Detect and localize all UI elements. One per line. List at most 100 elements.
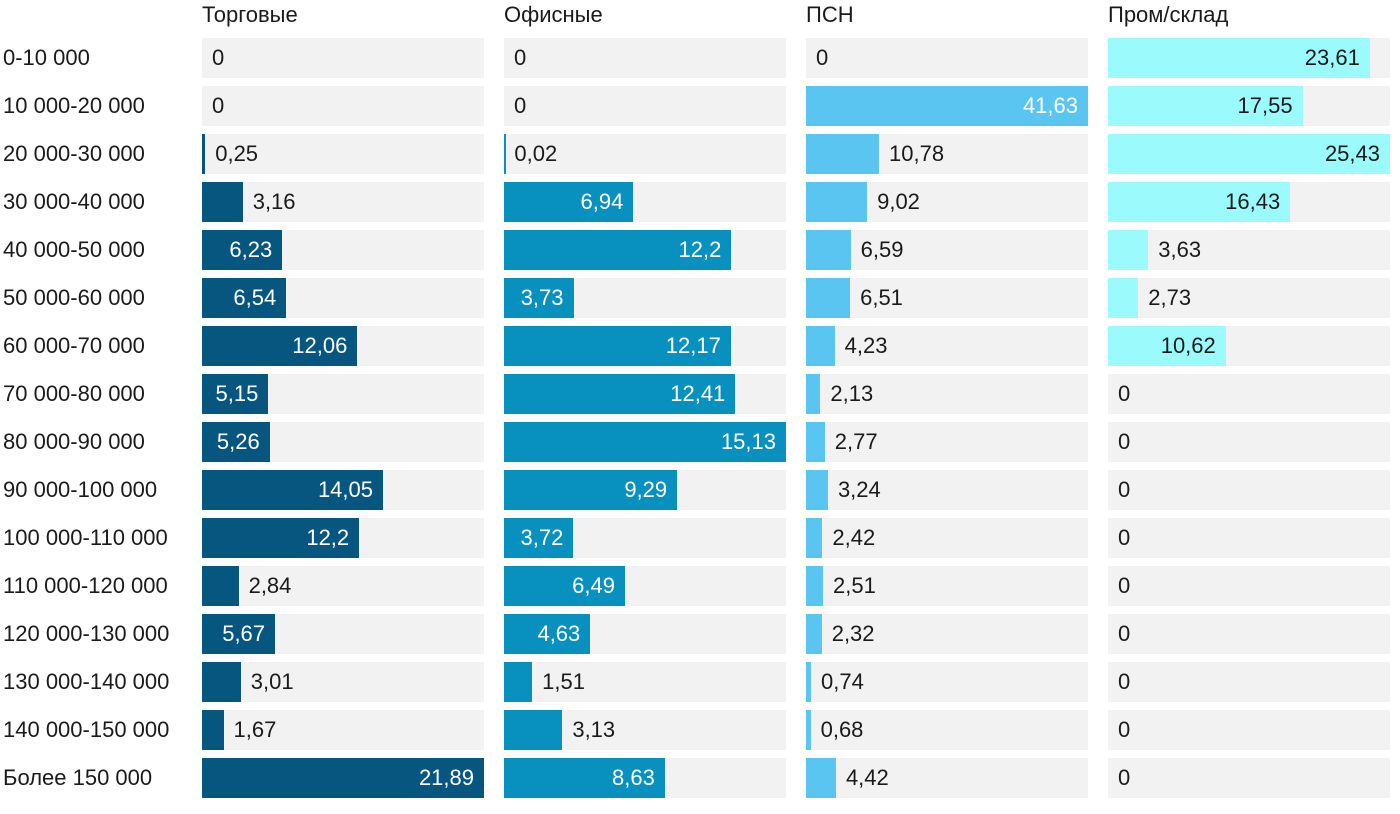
data-label: 1,67 [233, 717, 277, 742]
bar-track: 3,72 [504, 518, 786, 558]
bar [504, 230, 732, 270]
data-label: 3,01 [250, 669, 294, 694]
data-label: 2,42 [832, 525, 876, 550]
data-label: 3,63 [1158, 237, 1202, 262]
data-label: 0 [212, 45, 225, 70]
bar [1108, 230, 1149, 270]
bar [806, 710, 811, 750]
bar-track: 5,26 [202, 422, 484, 462]
data-label: 0 [1118, 381, 1131, 406]
row-label: 70 000-80 000 [3, 381, 145, 406]
data-label: 12,06 [292, 333, 348, 358]
bar-track: 3,63 [1108, 230, 1390, 270]
bar-track: 12,06 [202, 326, 484, 366]
bar [1108, 86, 1303, 126]
bar [806, 518, 823, 558]
data-label: 6,23 [229, 237, 273, 262]
bar-track: 17,55 [1108, 86, 1390, 126]
bar [202, 134, 206, 174]
bar-track: 3,13 [504, 710, 786, 750]
bar-track: 0 [806, 38, 1088, 78]
bar-track: 12,17 [504, 326, 786, 366]
bar [504, 470, 678, 510]
data-label: 0 [1118, 429, 1131, 454]
data-label: 2,13 [830, 381, 874, 406]
bar-track: 23,61 [1108, 38, 1390, 78]
row-label: 100 000-110 000 [3, 525, 168, 550]
bar [202, 182, 243, 222]
data-label: 0 [1118, 765, 1131, 790]
bar-track: 0 [1108, 470, 1390, 510]
bar-track: 25,43 [1108, 134, 1390, 174]
bar-track: 14,05 [202, 470, 484, 510]
bar-track: 0 [504, 38, 786, 78]
data-label: 3,24 [837, 477, 881, 502]
bar-track: 15,13 [504, 422, 786, 462]
bar-track: 0 [1108, 758, 1390, 798]
bar-track: 0,02 [504, 134, 786, 174]
bar [1108, 182, 1291, 222]
row-label: 110 000-120 000 [3, 573, 168, 598]
data-label: 16,43 [1225, 189, 1281, 214]
bar-track: 4,23 [806, 326, 1088, 366]
data-label: 0,02 [514, 141, 558, 166]
data-label: 5,67 [222, 621, 266, 646]
row-label: 20 000-30 000 [3, 141, 145, 166]
row-label: 130 000-140 000 [3, 669, 170, 694]
bar [202, 230, 283, 270]
bar-track: 5,67 [202, 614, 484, 654]
data-label: 0 [1118, 477, 1131, 502]
bar-track: 6,51 [806, 278, 1088, 318]
bar-track: 0,68 [806, 710, 1088, 750]
bar [504, 566, 625, 606]
row-label: 140 000-150 000 [3, 717, 170, 742]
data-label: 2,51 [833, 573, 876, 598]
panel-title: ПСН [806, 2, 854, 27]
bar-track: 0 [1108, 662, 1390, 702]
data-label: 10,62 [1160, 333, 1216, 358]
bar [806, 326, 835, 366]
data-label: 0 [1118, 525, 1131, 550]
data-label: 6,94 [580, 189, 624, 214]
data-label: 2,77 [834, 429, 878, 454]
bar-track: 0,25 [202, 134, 484, 174]
bar-track: 2,42 [806, 518, 1088, 558]
bar-track: 9,29 [504, 470, 786, 510]
data-label: 0 [1118, 573, 1131, 598]
data-label: 3,73 [520, 285, 564, 310]
data-label: 12,17 [665, 333, 721, 358]
bar-track: 0 [1108, 614, 1390, 654]
bar-track: 16,43 [1108, 182, 1390, 222]
bar [202, 710, 224, 750]
bar-track: 3,01 [202, 662, 484, 702]
bar-track: 0 [1108, 566, 1390, 606]
data-label: 5,26 [216, 429, 260, 454]
data-label: 17,55 [1237, 93, 1293, 118]
bar-track: 4,63 [504, 614, 786, 654]
bar-track: 6,23 [202, 230, 484, 270]
data-label: 3,72 [520, 525, 564, 550]
bar-track: 10,62 [1108, 326, 1390, 366]
bar [806, 374, 821, 414]
bar-track: 2,51 [806, 566, 1088, 606]
row-label: 10 000-20 000 [3, 93, 145, 118]
bar [806, 86, 1088, 126]
bar [1108, 134, 1390, 174]
row-label: 90 000-100 000 [3, 477, 158, 502]
data-label: 21,89 [418, 765, 474, 790]
data-label: 12,2 [678, 237, 722, 262]
bar [504, 518, 574, 558]
data-label: 0 [816, 45, 829, 70]
data-label: 0,74 [821, 669, 864, 694]
bar [202, 374, 269, 414]
data-label: 2,32 [831, 621, 875, 646]
bar-track: 0 [1108, 374, 1390, 414]
bar [504, 278, 574, 318]
bar-track: 21,89 [202, 758, 484, 798]
row-label: 60 000-70 000 [3, 333, 145, 358]
data-label: 6,59 [860, 237, 904, 262]
data-label: 6,54 [233, 285, 277, 310]
bar-track: 3,24 [806, 470, 1088, 510]
bar [504, 374, 736, 414]
panel-title: Офисные [504, 2, 603, 27]
